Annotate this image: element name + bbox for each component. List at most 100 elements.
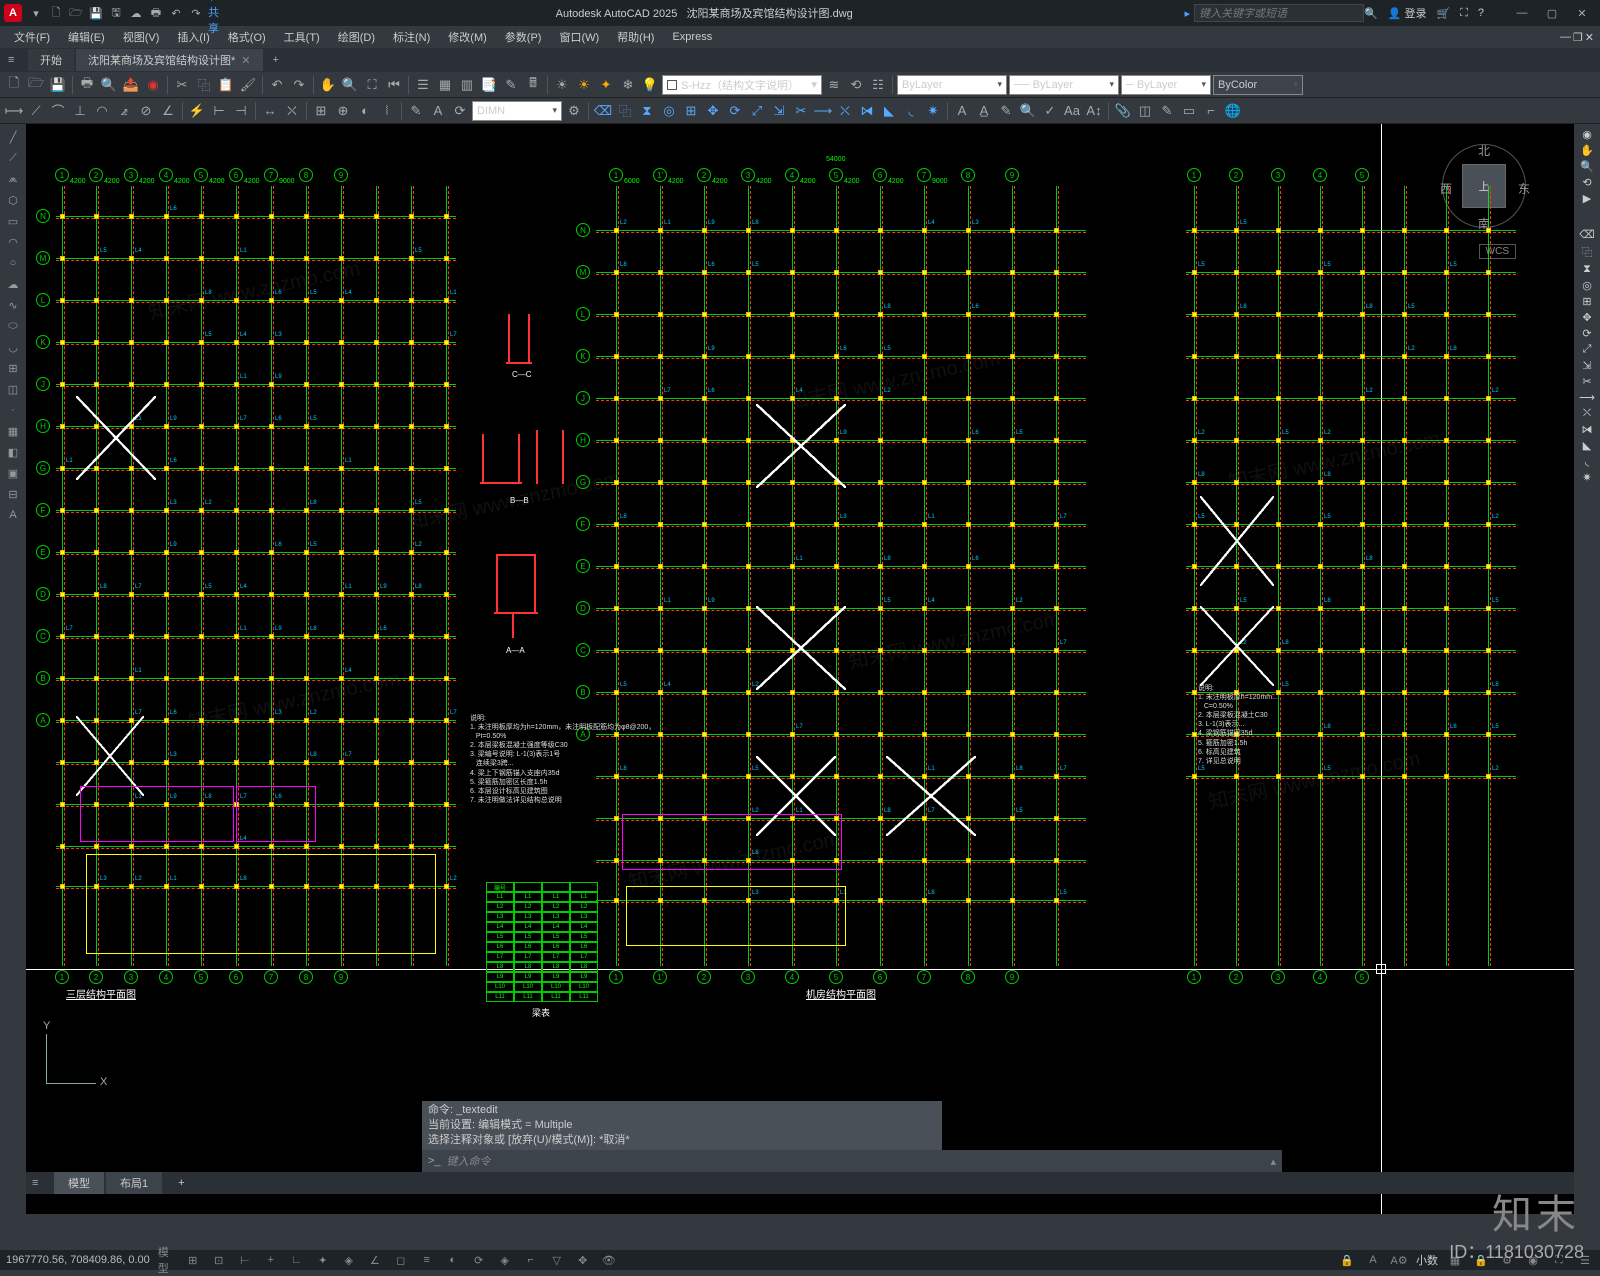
sb-filter-icon[interactable]: ▽ [548,1252,566,1268]
mod-join-icon[interactable]: ⧒ [857,101,877,121]
menu-modify[interactable]: 修改(M) [440,27,495,47]
sb-grid-icon[interactable]: ⊞ [184,1252,202,1268]
tb-paste-icon[interactable]: 📋 [216,75,236,95]
mod-extend-icon[interactable]: ⟶ [813,101,833,121]
sb-trans-icon[interactable]: ◐ [444,1252,462,1268]
drawing-canvas[interactable]: 上 北 南 东 西 WCS Y X 1142002242003342004442… [26,124,1574,1214]
txt-spell-icon[interactable]: ✓ [1040,101,1060,121]
sb-cycle-icon[interactable]: ⟳ [470,1252,488,1268]
menu-help[interactable]: 帮助(H) [609,27,662,47]
mod-break-icon[interactable]: ⛌ [835,101,855,121]
dim-space-icon[interactable]: ↔ [260,101,280,121]
dim-aligned-icon[interactable]: ⟋ [26,101,46,121]
mod-rotate-icon[interactable]: ⟳ [725,101,745,121]
mod-stretch-icon[interactable]: ⇲ [769,101,789,121]
tab-new-button[interactable]: + [265,51,287,69]
menu-edit[interactable]: 编辑(E) [60,27,113,47]
tb-laystate-icon[interactable]: ☀ [574,75,594,95]
tb-zoomwin-icon[interactable]: ⛶ [362,75,382,95]
tb-laywalk-icon[interactable]: ☷ [868,75,888,95]
tab-layout1[interactable]: 布局1 [106,1172,162,1194]
share-icon[interactable]: ✈ 共享 [208,5,224,21]
tb-laymatch-icon[interactable]: ≋ [824,75,844,95]
tab-add-layout[interactable]: + [164,1174,198,1192]
mod-erase-icon[interactable]: ⌫ [593,101,613,121]
command-input[interactable]: 键入命令 [447,1153,1265,1169]
tb-match-icon[interactable]: 🖌 [238,75,258,95]
dim-update-icon[interactable]: ⟳ [450,101,470,121]
mod-move-icon[interactable]: ✥ [703,101,723,121]
mod-explode-icon[interactable]: ✷ [923,101,943,121]
menu-insert[interactable]: 插入(I) [169,27,217,47]
tb-cut-icon[interactable]: ✂ [172,75,192,95]
tb-copy-icon[interactable]: ⿻ [194,75,214,95]
app-logo[interactable]: A [4,4,22,22]
rp-extend-icon[interactable]: ⟶ [1579,391,1595,404]
draw-line-icon[interactable]: ╱ [4,128,22,146]
redo-icon[interactable]: ↷ [188,5,204,21]
draw-insert-icon[interactable]: ⊞ [4,359,22,377]
tb-new-icon[interactable]: 🗋 [4,75,24,95]
doc-minimize-icon[interactable]: — [1560,31,1571,43]
menu-draw[interactable]: 绘图(D) [330,27,383,47]
txt-dtext-icon[interactable]: A̲ [974,101,994,121]
dim-inspect-icon[interactable]: ◐ [355,101,375,121]
draw-pline-icon[interactable]: ⩕ [4,170,22,188]
draw-spline-icon[interactable]: ∿ [4,296,22,314]
autodesk-app-icon[interactable]: 🛒 [1436,7,1450,20]
tab-current-file[interactable]: 沈阳某商场及宾馆结构设计图*✕ [76,49,263,71]
dim-base-icon[interactable]: ⊢ [209,101,229,121]
draw-ellarc-icon[interactable]: ◡ [4,338,22,356]
menu-view[interactable]: 视图(V) [115,27,168,47]
xr-icon[interactable]: ⛶ [1460,7,1468,20]
dimstyle-dropdown[interactable]: DIMN▾ [472,101,562,121]
layer-dropdown[interactable]: S-Hzz（结构文字说明） ▾ [662,75,822,95]
rp-trim-icon[interactable]: ✂ [1582,375,1591,388]
sb-model-button[interactable]: 模型 [158,1252,176,1268]
draw-ellipse-icon[interactable]: ⬭ [4,317,22,335]
search-icon[interactable]: 🔍 [1364,7,1378,20]
tb-preview-icon[interactable]: 🔍 [99,75,119,95]
sb-dyn-icon[interactable]: + [262,1252,280,1268]
menu-dim[interactable]: 标注(N) [385,27,438,47]
tb-zoom-icon[interactable]: 🔍 [340,75,360,95]
rp-chamfer-icon[interactable]: ◣ [1583,439,1591,452]
plot-icon[interactable]: 🖶 [148,5,164,21]
sb-annoscale-icon[interactable]: 🔒 [1338,1252,1356,1268]
rp-array-icon[interactable]: ⊞ [1582,295,1591,308]
tb-pan-icon[interactable]: ✋ [318,75,338,95]
nav-orbit-icon[interactable]: ⟲ [1582,176,1591,189]
nav-pan-icon[interactable]: ✋ [1580,144,1594,157]
dim-tol-icon[interactable]: ⊞ [311,101,331,121]
tb-undo-icon[interactable]: ↶ [267,75,287,95]
rp-break-icon[interactable]: ⛌ [1583,407,1591,420]
dim-dia-icon[interactable]: ⊘ [136,101,156,121]
dim-tedit-icon[interactable]: A [428,101,448,121]
sb-otrack-icon[interactable]: ∠ [366,1252,384,1268]
sb-3dosnap-icon[interactable]: ◈ [496,1252,514,1268]
new-icon[interactable]: 🗋 [48,5,64,21]
rp-offset-icon[interactable]: ◎ [1582,279,1592,292]
draw-polygon-icon[interactable]: ⬡ [4,191,22,209]
nav-showmotion-icon[interactable]: ▶ [1583,192,1591,205]
layout-burger-icon[interactable]: ≡ [32,1177,52,1189]
mod-chamfer-icon[interactable]: ◣ [879,101,899,121]
burger-icon[interactable]: ≡ [8,54,28,66]
txt-style-icon[interactable]: Aa [1062,101,1082,121]
save-icon[interactable]: 💾 [88,5,104,21]
dim-linear-icon[interactable]: ⟼ [4,101,24,121]
menu-param[interactable]: 参数(P) [497,27,550,47]
dim-center-icon[interactable]: ⊕ [333,101,353,121]
sb-units-button[interactable]: 小数 [1416,1252,1438,1268]
rp-mirror-icon[interactable]: ⧗ [1583,263,1591,276]
doc-close-icon[interactable]: ✕ [1585,31,1594,44]
draw-arc-icon[interactable]: ◠ [4,233,22,251]
dim-jog-icon[interactable]: ⦨ [114,101,134,121]
tb-markup-icon[interactable]: ✎ [501,75,521,95]
undo-icon[interactable]: ↶ [168,5,184,21]
rp-copy-icon[interactable]: ⿻ [1582,244,1593,260]
tab-start[interactable]: 开始 [28,49,74,71]
open-icon[interactable]: 🗁 [68,5,84,21]
txt-edit-icon[interactable]: ✎ [996,101,1016,121]
lineweight-dropdown[interactable]: ─ ByLayer▾ [1121,75,1211,95]
